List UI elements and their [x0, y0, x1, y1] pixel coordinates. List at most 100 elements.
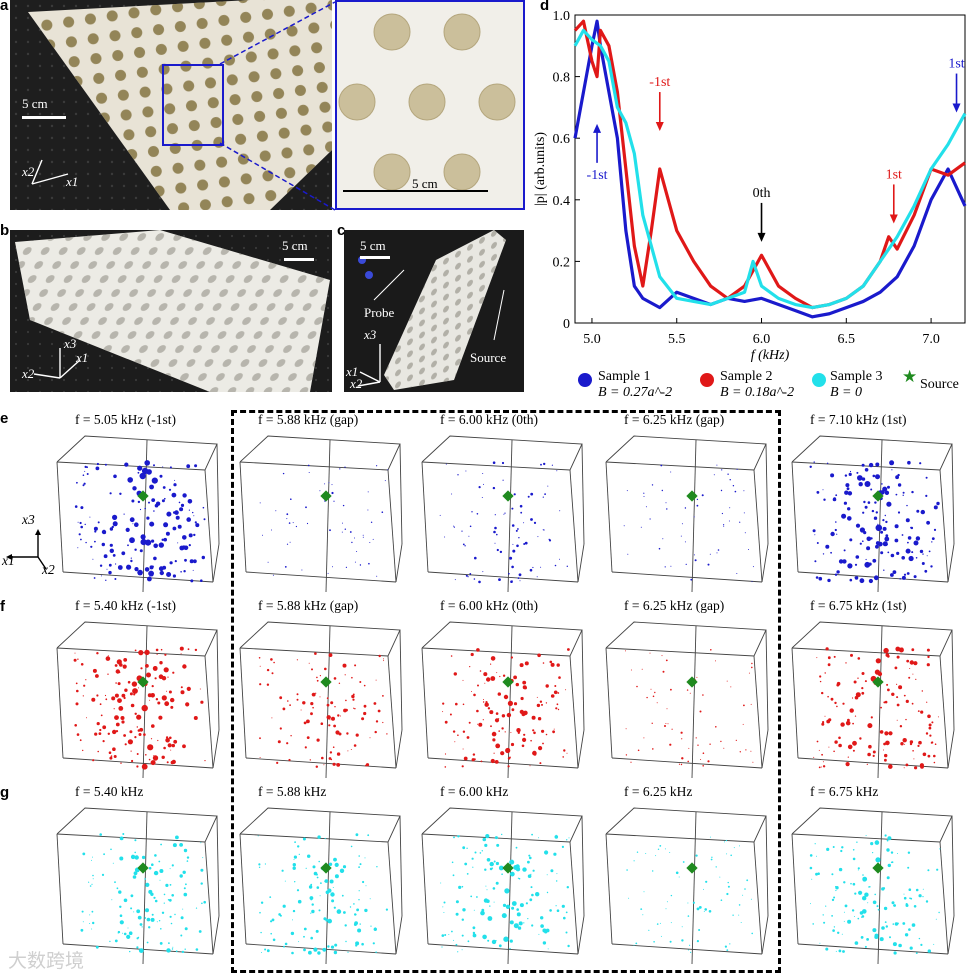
field-dot: [168, 690, 172, 694]
field-dot: [827, 578, 831, 583]
field-dot: [114, 664, 118, 667]
field-dot: [727, 473, 729, 475]
field-dot: [82, 749, 84, 752]
field-dot: [886, 839, 889, 842]
field-dot: [316, 676, 318, 679]
field-dot: [917, 744, 920, 747]
field-dot: [136, 909, 141, 914]
field-dot: [834, 701, 837, 705]
field-dot: [819, 680, 822, 683]
field-dot: [172, 671, 175, 674]
photo-b-image: [10, 230, 332, 392]
field-dot: [527, 495, 530, 498]
field-dot: [159, 879, 161, 881]
cube-top-edge: [239, 435, 401, 471]
field-dot: [462, 846, 466, 850]
field-dot: [538, 746, 543, 751]
field-dot: [279, 727, 282, 730]
field-dot: [150, 917, 155, 922]
field-dot: [903, 896, 907, 900]
field-dot: [328, 724, 331, 727]
field-dot: [114, 693, 119, 698]
field-dot: [872, 754, 875, 757]
field-dot: [338, 682, 341, 684]
field-dot: [875, 541, 880, 546]
field-dot: [329, 751, 333, 754]
field-dot: [524, 661, 529, 666]
field-dot: [643, 891, 645, 893]
field-dot: [738, 904, 741, 906]
field-dot: [151, 863, 154, 866]
field-dot: [511, 708, 515, 712]
field-dot: [289, 541, 291, 543]
field-dot: [688, 747, 690, 749]
field-dot: [908, 928, 911, 931]
field-dot: [353, 707, 355, 709]
field-dot: [861, 687, 864, 690]
field-dot: [833, 655, 836, 658]
field-dot: [149, 575, 151, 577]
field-dot: [556, 703, 559, 706]
field-dot: [531, 893, 534, 897]
field-dot: [882, 541, 888, 547]
field-dot: [912, 750, 914, 752]
field-dot: [920, 509, 925, 515]
field-dot: [926, 520, 930, 525]
field-dot: [75, 682, 78, 685]
field-dot: [885, 653, 890, 657]
field-dot: [545, 702, 548, 704]
field-dot: [127, 477, 133, 483]
field-dot: [134, 855, 139, 860]
field-dot: [258, 866, 261, 868]
field-dot: [884, 514, 886, 517]
field-dot: [141, 763, 148, 770]
x-tick-label: 5.5: [668, 332, 686, 347]
field-dot: [112, 747, 116, 751]
field-dot: [114, 578, 117, 580]
field-dot: [882, 887, 886, 890]
field-dot: [270, 932, 272, 935]
field-dot: [78, 533, 81, 536]
field-dot: [686, 689, 689, 691]
field-dot: [934, 743, 937, 745]
field-dot: [363, 704, 367, 708]
field-dot: [91, 928, 93, 930]
field-dot: [729, 943, 731, 945]
field-dot: [825, 947, 829, 951]
field-dot: [864, 481, 871, 487]
field-dot: [933, 505, 938, 510]
field-dot: [286, 518, 288, 520]
panel-label-d: d: [540, 0, 550, 14]
field-dot: [922, 752, 927, 757]
field-dot: [470, 652, 474, 657]
field-dot: [661, 655, 663, 657]
field-dot: [316, 876, 319, 879]
field-dot: [929, 734, 932, 737]
field-dot: [909, 660, 914, 665]
field-dot: [471, 857, 474, 860]
legend-dot-sample2: [700, 373, 714, 387]
field-dot: [151, 724, 155, 728]
field-dot: [537, 717, 542, 721]
field-dot: [292, 919, 293, 921]
field-dot: [483, 672, 488, 677]
field-dot: [883, 569, 885, 571]
field-dot: [499, 550, 503, 554]
field-dot: [183, 892, 188, 897]
field-dot: [502, 479, 504, 481]
field-dot: [826, 462, 829, 464]
field-dot: [850, 653, 853, 657]
field-dot: [501, 913, 507, 919]
field-dot: [537, 536, 539, 538]
field-dot: [492, 738, 496, 742]
field-dot: [157, 739, 159, 742]
field-dot: [748, 549, 749, 550]
field-dot: [484, 843, 488, 847]
field-dot: [904, 743, 906, 745]
field-dot: [650, 688, 652, 690]
field-dot: [337, 714, 340, 717]
field-dot: [554, 835, 559, 839]
field-dot: [825, 544, 830, 549]
field-dot: [306, 522, 309, 525]
field-dot: [517, 731, 520, 734]
